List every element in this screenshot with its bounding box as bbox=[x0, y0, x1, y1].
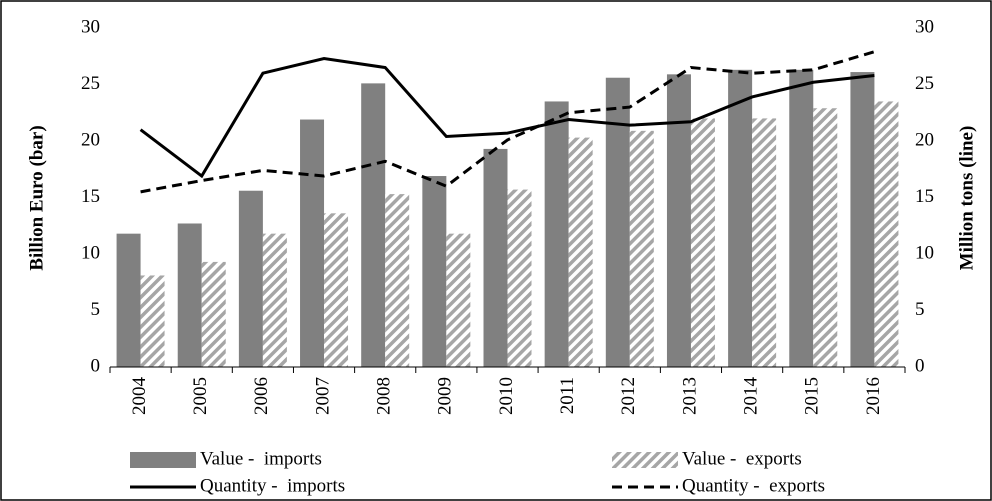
y-tick-label: 30 bbox=[81, 16, 100, 37]
bar bbox=[850, 72, 875, 367]
legend-swatch bbox=[612, 452, 678, 468]
x-tick-label: 2004 bbox=[129, 377, 150, 416]
x-tick-label: 2015 bbox=[802, 377, 823, 415]
legend-label: Quantity - imports bbox=[200, 475, 345, 496]
bar bbox=[690, 118, 715, 368]
bar bbox=[361, 83, 386, 368]
x-tick-label: 2005 bbox=[190, 377, 211, 415]
line bbox=[140, 50, 875, 194]
bar bbox=[446, 233, 471, 367]
x-tick-label: 2009 bbox=[435, 377, 456, 415]
bar bbox=[324, 213, 349, 367]
bar bbox=[262, 233, 287, 367]
y2-tick-label: 20 bbox=[915, 129, 934, 150]
x-tick-label: 2012 bbox=[618, 377, 639, 415]
x-tick-label: 2010 bbox=[496, 377, 517, 415]
y-tick-label: 15 bbox=[81, 186, 100, 207]
bar bbox=[201, 261, 226, 367]
bar bbox=[813, 108, 838, 367]
y-tick-label: 5 bbox=[91, 299, 101, 320]
bar bbox=[666, 74, 691, 367]
x-tick-label: 2013 bbox=[679, 377, 700, 415]
bar bbox=[728, 69, 753, 367]
bar bbox=[629, 130, 654, 367]
bar bbox=[385, 194, 410, 367]
y2-tick-label: 25 bbox=[915, 73, 934, 94]
y2-axis-title: Million tons (line) bbox=[956, 126, 977, 271]
y-tick-label: 0 bbox=[91, 355, 101, 376]
bar bbox=[789, 69, 814, 367]
y-tick-label: 10 bbox=[81, 242, 100, 263]
legend-label: Value - imports bbox=[200, 448, 322, 469]
y2-tick-label: 0 bbox=[915, 355, 925, 376]
bar bbox=[568, 137, 593, 367]
x-tick-label: 2016 bbox=[863, 377, 884, 415]
x-tick-label: 2008 bbox=[374, 377, 395, 415]
y2-tick-label: 10 bbox=[915, 242, 934, 263]
bar bbox=[177, 223, 202, 367]
y2-tick-label: 30 bbox=[915, 16, 934, 37]
y2-tick-label: 5 bbox=[915, 299, 925, 320]
bar bbox=[238, 190, 263, 367]
bar bbox=[300, 119, 325, 367]
bar bbox=[874, 101, 899, 367]
x-tick-label: 2006 bbox=[251, 377, 272, 415]
legend-label: Quantity - exports bbox=[682, 475, 825, 496]
bar bbox=[116, 233, 141, 367]
x-tick-label: 2011 bbox=[557, 377, 578, 414]
y-tick-label: 25 bbox=[81, 73, 100, 94]
line bbox=[139, 56, 875, 179]
y-tick-label: 20 bbox=[81, 129, 100, 150]
bar bbox=[507, 189, 532, 367]
legend-label: Value - exports bbox=[682, 448, 802, 469]
y-axis-title: Billion Euro (bar) bbox=[26, 125, 47, 270]
bar bbox=[483, 148, 508, 367]
bar bbox=[752, 118, 777, 368]
x-tick-label: 2014 bbox=[740, 377, 761, 416]
y2-tick-label: 15 bbox=[915, 186, 934, 207]
bar bbox=[422, 176, 447, 367]
bar bbox=[544, 101, 569, 367]
x-tick-label: 2007 bbox=[312, 377, 333, 415]
bar bbox=[605, 77, 630, 367]
bar bbox=[140, 275, 165, 367]
legend-swatch bbox=[130, 452, 196, 468]
